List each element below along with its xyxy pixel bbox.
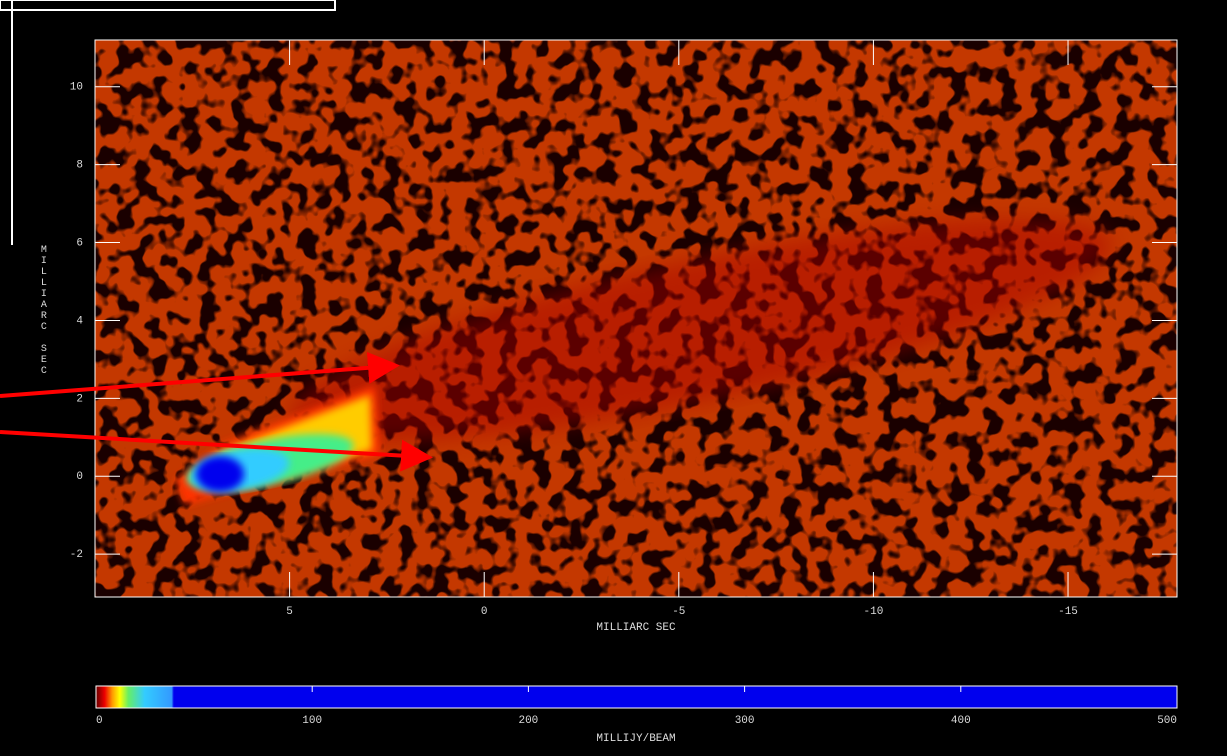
y-tick-label: 2: [76, 393, 83, 405]
y-tick-label: -2: [70, 549, 83, 561]
colorbar-label: MILLIJY/BEAM: [596, 733, 675, 745]
y-axis-label: MILLIARC SEC: [38, 245, 49, 377]
colorbar-tick-label: 400: [951, 715, 971, 727]
y-tick-label: 6: [76, 237, 83, 249]
x-tick-label: -10: [864, 606, 884, 618]
x-tick-label: -5: [672, 606, 685, 618]
colorbar-tick-label: 200: [518, 715, 538, 727]
y-tick-label: 0: [76, 471, 83, 483]
x-tick-label: -15: [1058, 606, 1078, 618]
x-tick-label: 5: [286, 606, 293, 618]
colorbar: [96, 686, 1177, 708]
page: MILLIARC SEC MILLIARC SEC MILLIJY/BEAM 5…: [0, 0, 1227, 756]
slide-frame: [0, 0, 335, 10]
chart: MILLIARC SEC MILLIARC SEC MILLIJY/BEAM 5…: [0, 0, 1227, 756]
colorbar-tick-label: 500: [1157, 715, 1177, 727]
x-axis-label: MILLIARC SEC: [596, 622, 676, 634]
colorbar-tick-label: 0: [96, 715, 103, 727]
y-tick-label: 8: [76, 160, 83, 172]
colorbar-tick-label: 100: [302, 715, 322, 727]
colorbar-tick-label: 300: [735, 715, 755, 727]
y-tick-label: 4: [76, 315, 83, 327]
x-tick-label: 0: [481, 606, 488, 618]
y-tick-label: 10: [70, 82, 83, 94]
